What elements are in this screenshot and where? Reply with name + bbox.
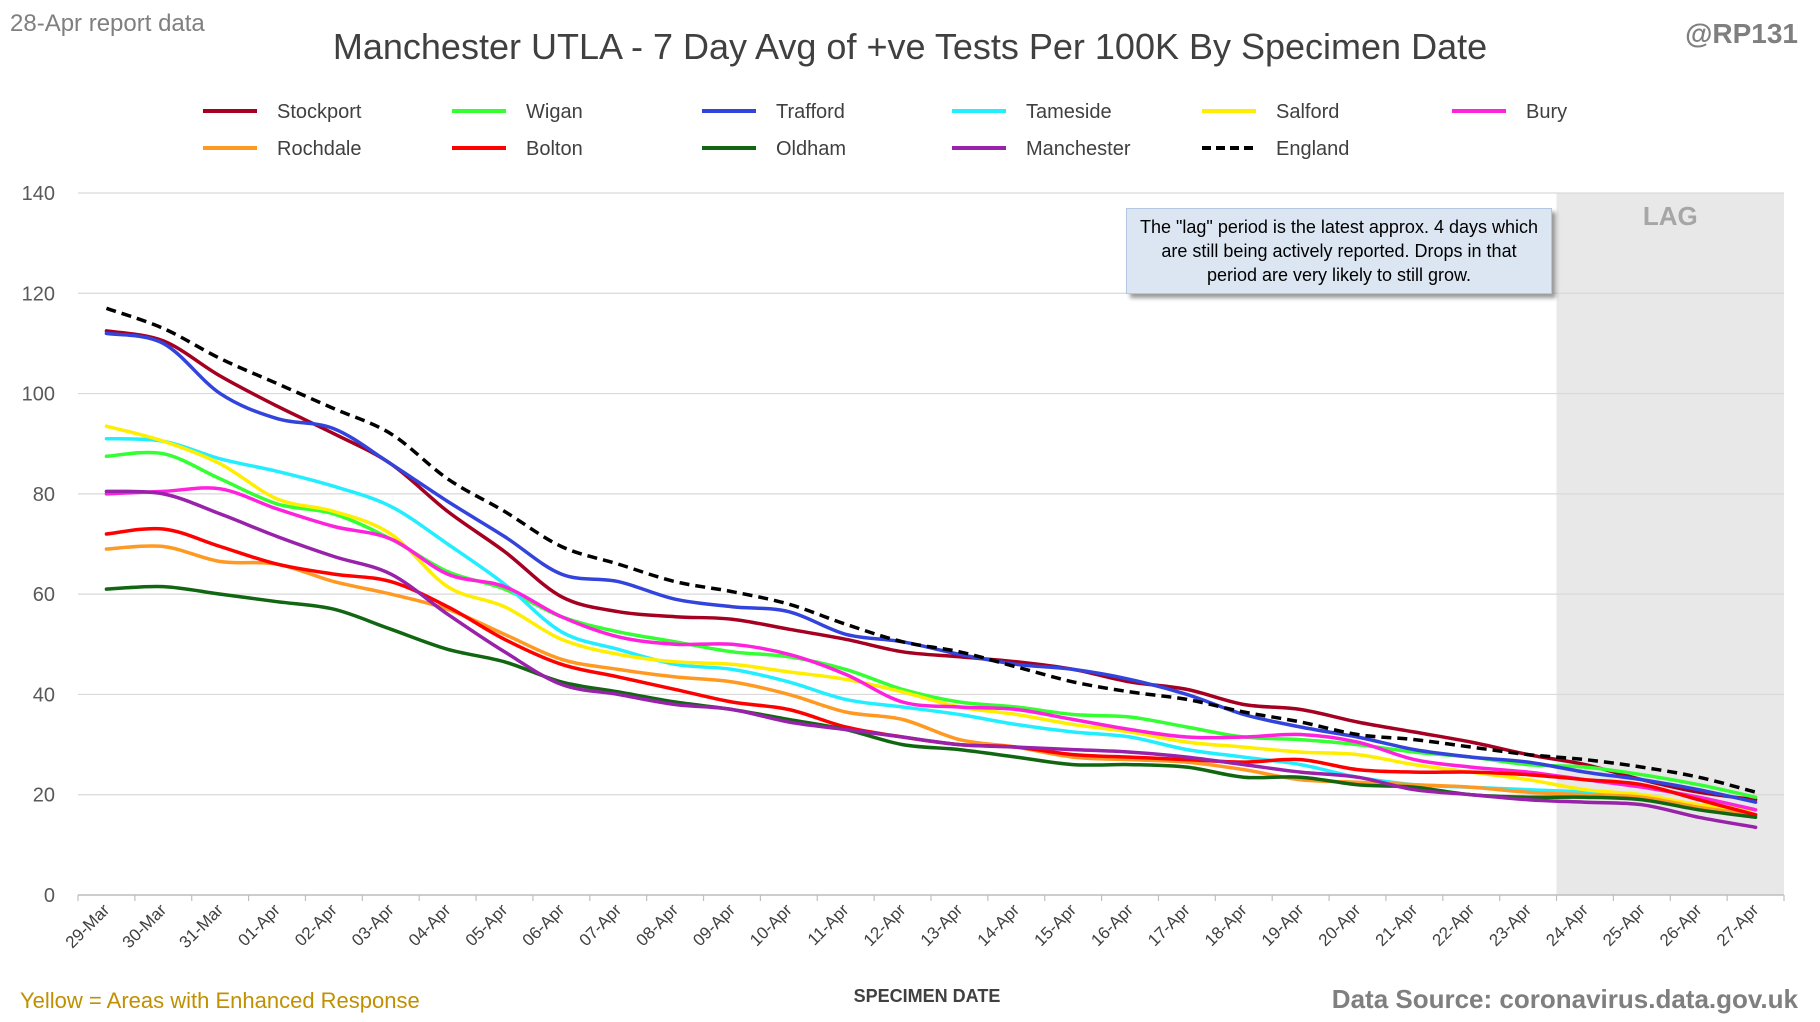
x-axis-title: SPECIMEN DATE (854, 986, 1001, 1006)
report-date-label: 28-Apr report data (10, 10, 205, 37)
legend-label: Wigan (526, 101, 583, 123)
legend-item-stockport: Stockport (203, 101, 362, 123)
series-line-bolton (104, 526, 1758, 817)
y-tick-label: 80 (33, 484, 55, 506)
x-tick-label: 17-Apr (1144, 900, 1194, 950)
series-line-england (105, 306, 1757, 794)
author-handle: @RP131 (1685, 18, 1798, 49)
x-tick-label: 22-Apr (1429, 900, 1479, 950)
x-tick-label: 20-Apr (1315, 900, 1365, 950)
legend-item-trafford: Trafford (702, 101, 845, 123)
x-tick-label: 03-Apr (348, 900, 398, 950)
y-tick-label: 20 (33, 785, 55, 807)
x-tick-label: 14-Apr (974, 900, 1024, 950)
x-tick-label: 21-Apr (1372, 900, 1422, 950)
x-tick-label: 27-Apr (1713, 900, 1763, 950)
x-tick-label: 08-Apr (632, 900, 682, 950)
x-tick-label: 25-Apr (1599, 900, 1649, 950)
legend-label: Bury (1526, 101, 1567, 123)
legend-label: Rochdale (277, 138, 362, 160)
y-tick-label: 0 (44, 885, 55, 907)
lag-annotation: The "lag" period is the latest approx. 4… (1126, 208, 1552, 294)
data-source: Data Source: coronavirus.data.gov.uk (1331, 984, 1798, 1014)
y-tick-label: 140 (22, 183, 55, 205)
series-line-manchester (104, 489, 1758, 830)
x-tick-label: 30-Mar (119, 900, 171, 952)
x-tick-label: 24-Apr (1542, 900, 1592, 950)
x-tick-label: 01-Apr (234, 900, 284, 950)
x-tick-label: 18-Apr (1201, 900, 1251, 950)
x-tick-label: 11-Apr (804, 900, 853, 949)
legend-label: England (1276, 138, 1349, 160)
x-tick-label: 12-Apr (860, 900, 910, 950)
x-tick-label: 02-Apr (291, 900, 341, 950)
x-tick-label: 15-Apr (1030, 900, 1080, 950)
x-tick-label: 31-Mar (175, 900, 227, 952)
series-line-trafford (104, 331, 1758, 804)
x-tick-label: 05-Apr (462, 900, 512, 950)
y-tick-label: 60 (33, 584, 55, 606)
legend-item-manchester: Manchester (952, 138, 1131, 160)
x-tick-label: 04-Apr (405, 900, 455, 950)
series-line-wigan (104, 450, 1758, 799)
legend-label: Salford (1276, 101, 1339, 123)
x-tick-label: 10-Apr (746, 900, 796, 950)
legend-label: Oldham (776, 138, 846, 160)
legend-item-oldham: Oldham (702, 138, 846, 160)
x-tick-label: 13-Apr (917, 900, 967, 950)
x-tick-label: 29-Mar (62, 900, 114, 952)
x-tick-label: 07-Apr (576, 900, 626, 950)
legend-label: Stockport (277, 101, 362, 123)
series-lines (104, 306, 1758, 830)
series-line-bury (104, 486, 1758, 812)
x-tick-label: 09-Apr (689, 900, 739, 950)
legend-item-wigan: Wigan (452, 101, 583, 123)
legend-item-england: England (1202, 138, 1349, 160)
legend-item-bolton: Bolton (452, 138, 583, 160)
x-tick-label: 06-Apr (519, 900, 569, 950)
series-line-rochdale (104, 544, 1758, 817)
x-tick-label: 19-Apr (1258, 900, 1308, 950)
series-line-salford (104, 424, 1758, 812)
y-tick-label: 40 (33, 684, 55, 706)
legend-item-rochdale: Rochdale (203, 138, 362, 160)
y-tick-label: 100 (22, 384, 55, 406)
legend-item-bury: Bury (1452, 101, 1567, 123)
series-line-oldham (104, 584, 1758, 820)
legend-item-salford: Salford (1202, 101, 1339, 123)
legend: Stockport Wigan Trafford Tameside Salford Bur… (203, 101, 1567, 160)
chart-title: Manchester UTLA - 7 Day Avg of +ve Tests… (332, 26, 1488, 67)
legend-label: Tameside (1026, 101, 1112, 123)
legend-label: Manchester (1026, 138, 1131, 160)
x-tick-label: 16-Apr (1087, 900, 1137, 950)
lag-label: LAG (1643, 201, 1698, 231)
x-tick-label: 26-Apr (1656, 900, 1706, 950)
legend-label: Bolton (526, 138, 583, 160)
legend-item-tameside: Tameside (952, 101, 1112, 123)
x-tick-label: 23-Apr (1485, 900, 1535, 950)
enhanced-response-note: Yellow = Areas with Enhanced Response (20, 988, 420, 1013)
legend-label: Trafford (776, 101, 845, 123)
y-tick-label: 120 (22, 283, 55, 305)
